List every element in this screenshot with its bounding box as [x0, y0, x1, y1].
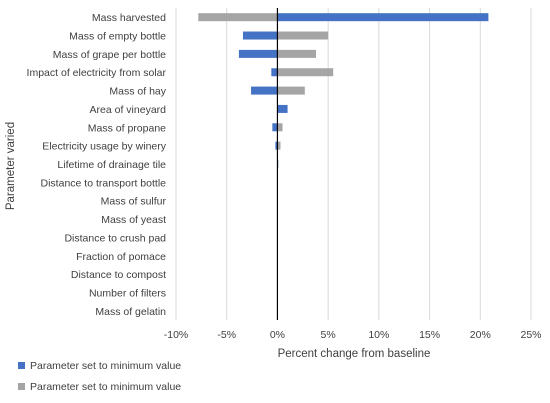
category-label: Mass of empty bottle	[69, 31, 166, 43]
category-label: Fraction of pomace	[76, 251, 166, 263]
category-label: Mass of propane	[88, 122, 166, 134]
x-tick-label: 25%	[520, 329, 541, 341]
x-tick-label: 20%	[470, 329, 491, 341]
legend: Parameter set to minimum value Parameter…	[18, 360, 181, 393]
category-label: Distance to compost	[71, 269, 166, 281]
bar-series-2	[277, 49, 316, 58]
bar-series-1	[275, 141, 278, 150]
bar-series-2	[277, 123, 283, 132]
y-axis-title: Parameter varied	[5, 122, 17, 210]
bar-series-1	[277, 104, 288, 113]
category-label: Impact of electricity from solar	[27, 67, 167, 79]
x-tick-label: 10%	[368, 329, 389, 341]
bar-series-2	[198, 13, 278, 22]
bar-series-1	[242, 31, 278, 40]
category-label: Mass of yeast	[101, 214, 166, 226]
x-tick-label: 15%	[419, 329, 440, 341]
bar-series-1	[251, 86, 278, 95]
bar-series-2	[277, 141, 281, 150]
x-tick-label: -5%	[217, 329, 236, 341]
x-tick-label: -10%	[164, 329, 189, 341]
bars	[198, 13, 489, 168]
category-label: Mass of hay	[109, 86, 166, 98]
bar-series-1	[238, 49, 278, 58]
category-label: Mass harvested	[92, 12, 166, 24]
bar-series-1	[277, 13, 489, 22]
bar-series-1	[272, 123, 278, 132]
category-label: Mass of sulfur	[101, 196, 167, 208]
x-axis-title: Percent change from baseline	[278, 348, 431, 360]
bar-series-2	[277, 86, 305, 95]
category-label: Area of vineyard	[90, 104, 167, 116]
legend-label-series-2: Parameter set to minimum value	[30, 381, 181, 393]
tick-labels: -10% -5% 0% 5% 10% 15% 20% 25%	[164, 329, 542, 341]
bar-series-2	[277, 31, 329, 40]
category-label: Mass of grape per bottle	[53, 49, 166, 61]
category-label: Electricity usage by winery	[42, 141, 166, 153]
category-labels: Mass harvested Mass of empty bottle Mass o…	[27, 12, 167, 318]
category-label: Mass of gelatin	[95, 306, 166, 318]
legend-swatch-series-2	[18, 383, 25, 390]
bar-series-1	[271, 68, 278, 77]
x-tick-label: 0%	[270, 329, 285, 341]
legend-label-series-1: Parameter set to minimum value	[30, 360, 181, 372]
category-label: Lifetime of drainage tile	[57, 159, 166, 171]
category-label: Distance to crush pad	[64, 232, 166, 244]
legend-swatch-series-1	[18, 362, 25, 369]
category-label: Number of filters	[89, 287, 166, 299]
x-tick-label: 5%	[321, 329, 336, 341]
category-label: Distance to transport bottle	[41, 177, 167, 189]
bar-series-2	[277, 68, 334, 77]
gridlines	[175, 8, 532, 320]
